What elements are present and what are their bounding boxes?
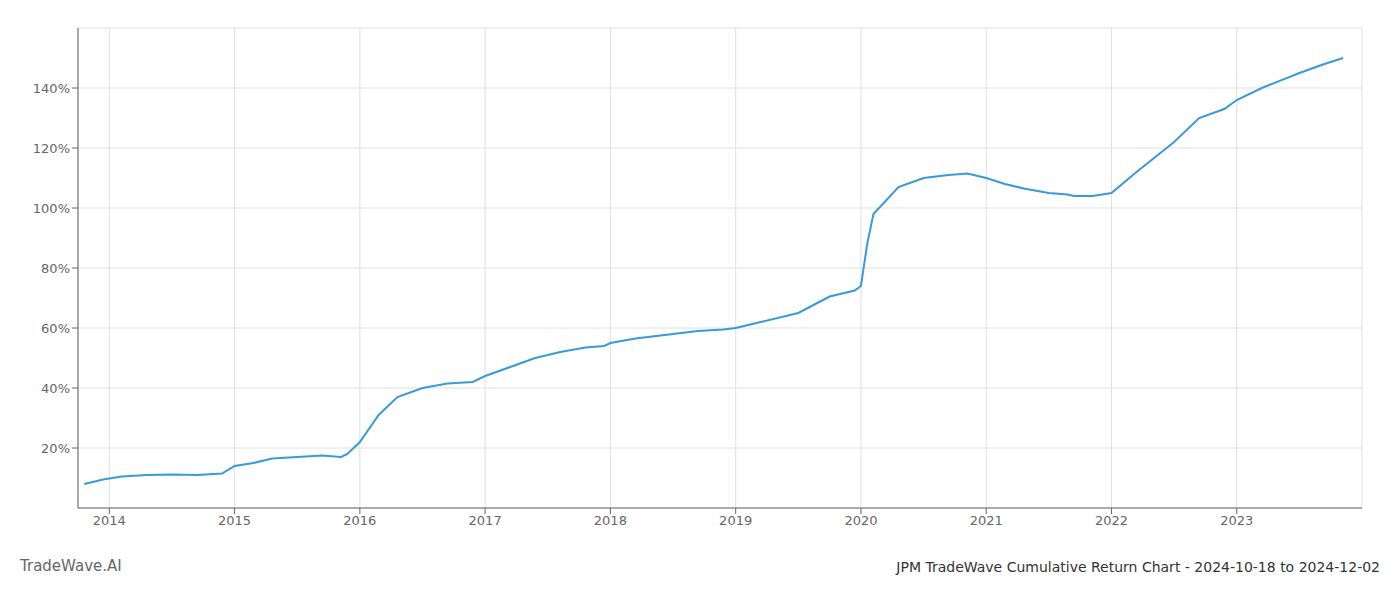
svg-text:2019: 2019 (719, 513, 752, 528)
svg-text:2021: 2021 (970, 513, 1003, 528)
svg-text:2016: 2016 (343, 513, 376, 528)
svg-text:2018: 2018 (594, 513, 627, 528)
svg-text:2023: 2023 (1220, 513, 1253, 528)
html-text:TradeWave.AI: TradeWave.AI (20, 557, 122, 575)
svg-text:2020: 2020 (844, 513, 877, 528)
svg-text:100%: 100% (33, 201, 70, 216)
html-text:JPM TradeWave Cumulative Retur: JPM TradeWave Cumulative Return Chart - … (896, 559, 1380, 575)
svg-text:20%: 20% (41, 441, 70, 456)
svg-text:2017: 2017 (469, 513, 502, 528)
svg-text:60%: 60% (41, 321, 70, 336)
svg-text:120%: 120% (33, 141, 70, 156)
svg-text:2022: 2022 (1095, 513, 1128, 528)
svg-text:40%: 40% (41, 381, 70, 396)
svg-text:140%: 140% (33, 81, 70, 96)
svg-text:2015: 2015 (218, 513, 251, 528)
svg-text:80%: 80% (41, 261, 70, 276)
svg-text:2014: 2014 (93, 513, 126, 528)
